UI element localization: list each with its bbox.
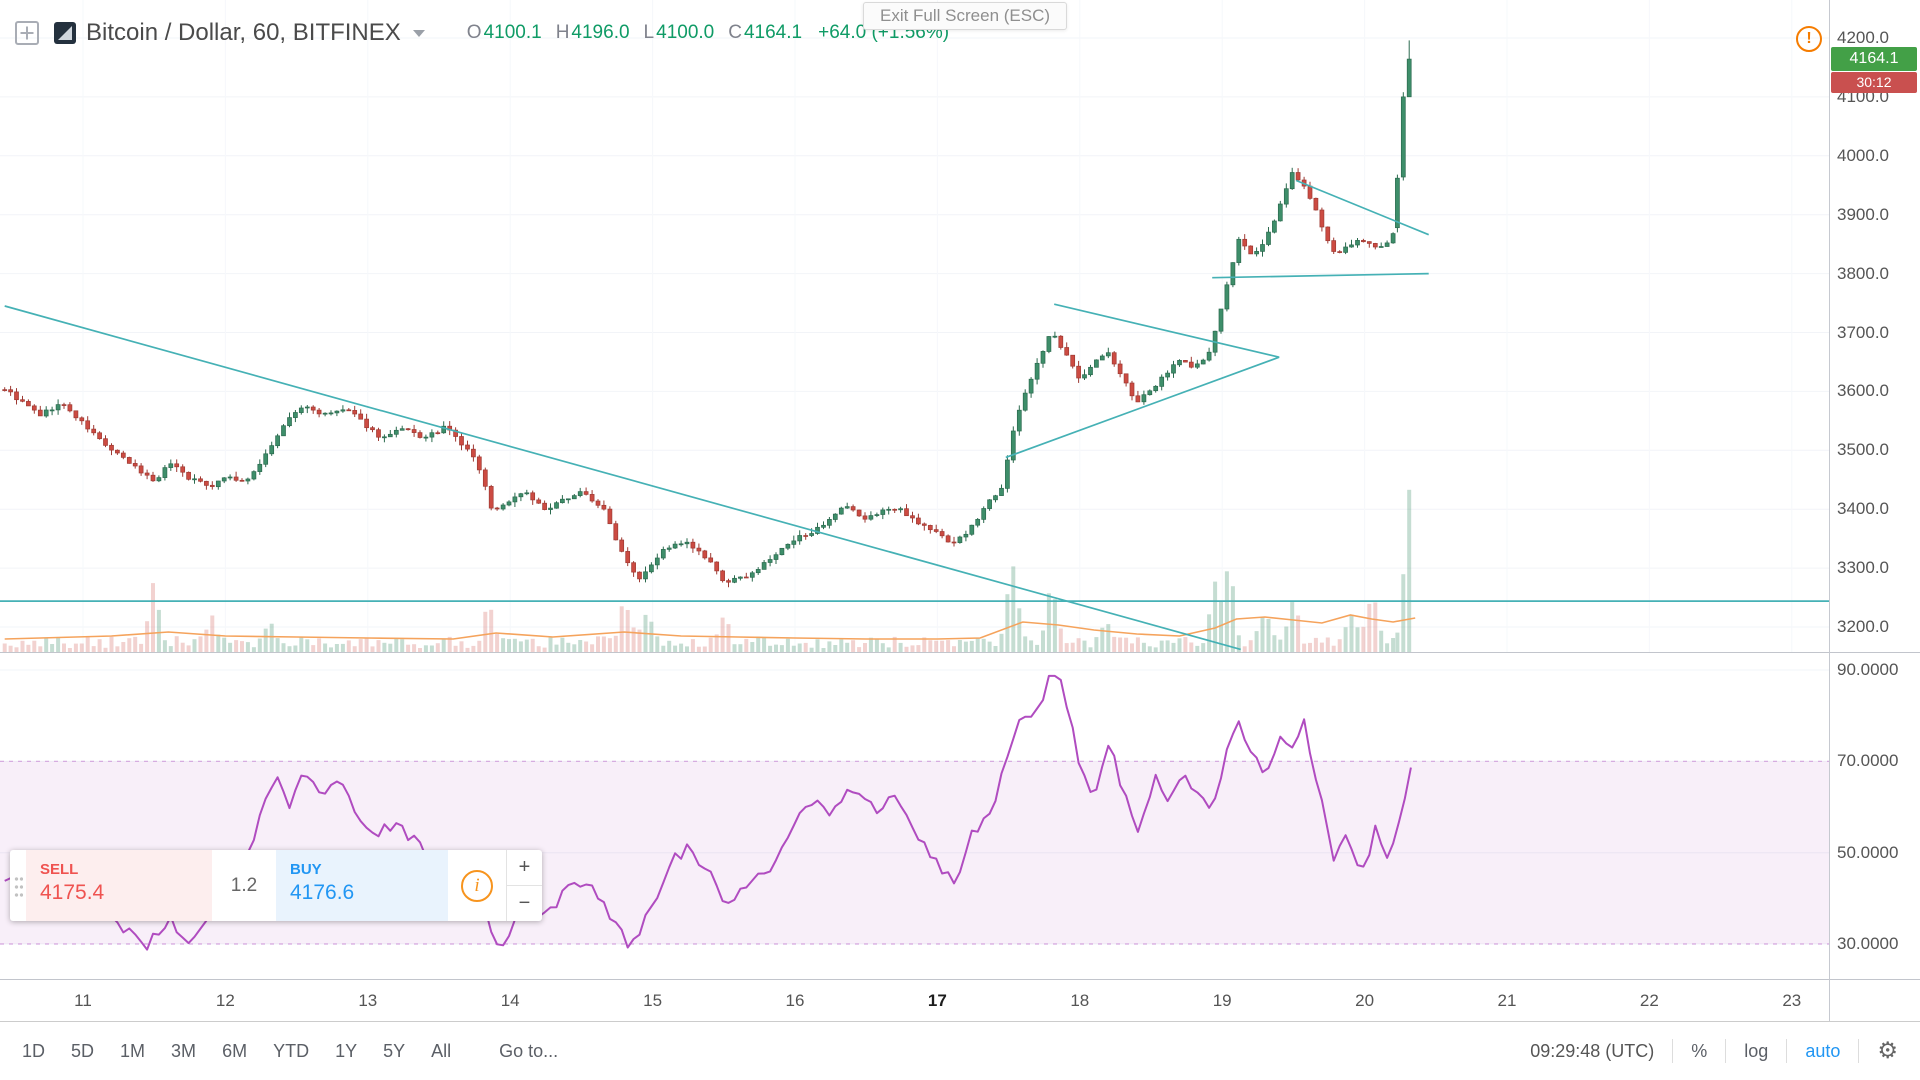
range-button-1y[interactable]: 1Y: [335, 1040, 358, 1061]
price-axis-label: 4200.0: [1837, 28, 1889, 47]
rsi-pane-canvas[interactable]: [0, 653, 1829, 980]
range-button-6m[interactable]: 6M: [222, 1040, 248, 1061]
range-button-5y[interactable]: 5Y: [383, 1040, 406, 1061]
range-button-1d[interactable]: 1D: [22, 1040, 46, 1061]
price-axis-border: [1829, 0, 1830, 1021]
ohlc-low-value: 4100.0: [656, 22, 715, 43]
time-axis-label: 19: [1212, 991, 1232, 1010]
sell-price: 4175.4: [40, 881, 105, 904]
trade-panel: SELL 4175.4 1.2 BUY 4176.6 i + −: [10, 850, 542, 921]
spread-value: 1.2: [212, 850, 276, 921]
range-button-1m[interactable]: 1M: [120, 1040, 146, 1061]
auto-scale-button[interactable]: auto: [1805, 1040, 1841, 1061]
rsi-axis-label: 50.0000: [1837, 842, 1899, 862]
ohlc-high-label: H: [555, 22, 570, 43]
price-axis-label: 3600.0: [1837, 381, 1889, 401]
time-axis-label: 21: [1497, 991, 1517, 1010]
price-axis-label: 3900.0: [1837, 204, 1889, 224]
trade-panel-drag-handle[interactable]: [10, 850, 26, 921]
price-axis-label: 3200.0: [1837, 617, 1889, 636]
last-price-badge: 4164.1: [1831, 47, 1917, 72]
decrease-button[interactable]: −: [518, 892, 531, 914]
ohlc-open-label: O: [466, 22, 482, 43]
pane-separator[interactable]: [0, 652, 1920, 653]
toolbar-separator: [1725, 1039, 1727, 1063]
price-axis-label: 3400.0: [1837, 499, 1889, 519]
goto-button[interactable]: Go to...: [499, 1040, 559, 1061]
time-axis-label: 11: [74, 991, 92, 1010]
exchange-logo-icon: [54, 22, 76, 44]
chart-topbar: Bitcoin / Dollar, 60, BITFINEX O 4100.1 …: [14, 0, 949, 66]
time-axis-label: 18: [1070, 991, 1090, 1010]
price-axis-label: 3700.0: [1837, 322, 1889, 342]
price-axis[interactable]: 4164.1 30:12 4200.0 4100.0 4000.0 3900.0 380…: [1830, 0, 1920, 1021]
sell-label: SELL: [40, 861, 79, 878]
bar-countdown-badge: 30:12: [1831, 72, 1917, 94]
price-axis-label: 4000.0: [1837, 145, 1889, 165]
ohlc-open-value: 4100.1: [483, 22, 542, 43]
info-icon[interactable]: i: [461, 869, 493, 902]
price-axis-label: 3500.0: [1837, 440, 1889, 460]
range-button-3m[interactable]: 3M: [171, 1040, 197, 1061]
time-axis-label: 14: [500, 991, 520, 1010]
settings-gear-icon[interactable]: ⚙: [1877, 1038, 1898, 1064]
rsi-axis-label: 30.0000: [1837, 934, 1899, 954]
log-scale-button[interactable]: log: [1744, 1040, 1769, 1061]
ohlc-close-value: 4164.1: [743, 22, 803, 43]
drag-dots-icon: [13, 874, 23, 897]
time-axis[interactable]: 11 12 13 14 15 16 17 18 19 20 21 22 23: [0, 980, 1920, 1021]
clock[interactable]: 09:29:48 (UTC): [1530, 1040, 1655, 1061]
time-axis-label: 23: [1782, 991, 1802, 1010]
time-axis-label: 12: [215, 991, 235, 1010]
range-buttons: 1D 5D 1M 3M 6M YTD 1Y 5Y All: [22, 1041, 477, 1062]
range-button-all[interactable]: All: [431, 1040, 452, 1061]
time-axis-label: 16: [785, 991, 805, 1010]
buy-label: BUY: [290, 861, 322, 878]
bottom-toolbar: 1D 5D 1M 3M 6M YTD 1Y 5Y All Go to... 09:29:48 (…: [0, 1021, 1920, 1080]
ohlc-close-label: C: [728, 22, 742, 43]
toolbar-separator: [1672, 1039, 1674, 1063]
range-button-ytd[interactable]: YTD: [273, 1040, 310, 1061]
exit-fullscreen-tooltip: Exit Full Screen (ESC): [862, 2, 1068, 30]
time-axis-label: 20: [1355, 991, 1375, 1010]
pane-separator: [0, 979, 1920, 980]
rsi-axis-label: 90.0000: [1837, 660, 1899, 679]
chevron-down-icon[interactable]: [412, 29, 425, 37]
ohlc-high-value: 4196.0: [571, 22, 630, 43]
time-axis-label: 15: [643, 991, 663, 1010]
symbol-title[interactable]: Bitcoin / Dollar, 60, BITFINEX: [86, 19, 401, 46]
rsi-axis-label: 70.0000: [1837, 751, 1899, 771]
sell-button[interactable]: SELL 4175.4: [26, 850, 212, 921]
time-axis-label: 17: [927, 991, 947, 1010]
price-axis-label: 3300.0: [1837, 558, 1889, 578]
increase-button[interactable]: +: [507, 850, 542, 886]
buy-price: 4176.6: [290, 881, 355, 904]
time-axis-label: 22: [1639, 991, 1659, 1010]
buy-button[interactable]: BUY 4176.6: [276, 850, 448, 921]
price-pane-canvas[interactable]: [0, 0, 1829, 653]
layout-grid-icon[interactable]: [14, 20, 40, 46]
range-button-5d[interactable]: 5D: [71, 1040, 95, 1061]
trade-info-section: i: [448, 850, 506, 921]
percent-scale-button[interactable]: %: [1691, 1040, 1708, 1061]
toolbar-separator: [1786, 1039, 1788, 1063]
toolbar-separator: [1858, 1039, 1860, 1063]
ohlc-low-label: L: [643, 22, 655, 43]
price-axis-label: 3800.0: [1837, 263, 1889, 283]
time-axis-label: 13: [358, 991, 378, 1010]
warning-icon[interactable]: !: [1796, 26, 1822, 52]
quantity-stepper: + −: [506, 850, 542, 921]
